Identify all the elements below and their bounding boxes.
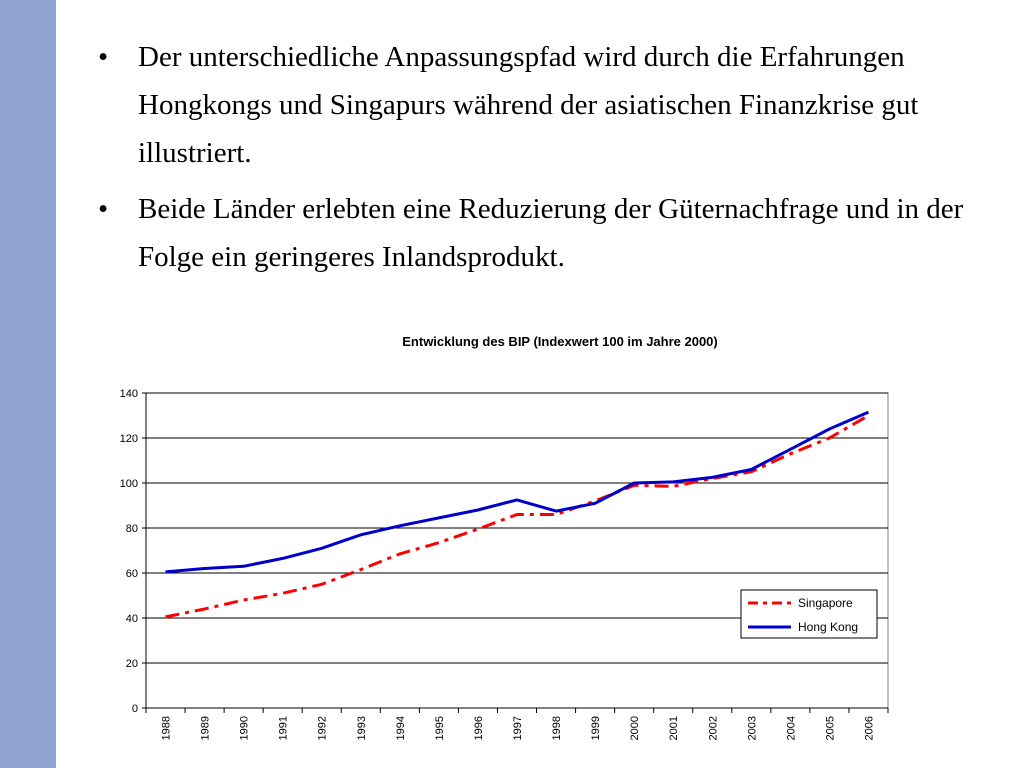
bullet-item: • Der unterschiedliche Anpassungspfad wi… <box>98 33 998 177</box>
x-tick-label: 1991 <box>278 716 290 740</box>
legend-label: Hong Kong <box>798 620 858 634</box>
bullet-symbol: • <box>98 193 109 225</box>
x-tick-label: 2001 <box>668 716 680 740</box>
bullet-symbol: • <box>98 41 109 73</box>
slide-side-band <box>0 0 56 768</box>
x-tick-label: 1995 <box>434 716 446 740</box>
y-tick-label: 40 <box>126 613 138 625</box>
bullet-list: • Der unterschiedliche Anpassungspfad wi… <box>98 33 998 281</box>
bullet-text: Beide Länder erlebten eine Reduzierung d… <box>138 193 964 273</box>
legend-box <box>740 589 878 639</box>
y-tick-label: 0 <box>132 703 138 715</box>
y-tick-label: 80 <box>126 523 138 535</box>
x-tick-label: 2005 <box>824 716 836 740</box>
y-tick-label: 120 <box>120 433 138 445</box>
x-tick-label: 2006 <box>863 716 875 740</box>
x-tick-label: 1992 <box>317 716 329 740</box>
x-tick-label: 2000 <box>629 716 641 740</box>
series-line-singapore <box>165 414 870 619</box>
y-tick-label: 140 <box>120 388 138 400</box>
bullet-text: Der unterschiedliche Anpassungspfad wird… <box>138 41 919 169</box>
plot-area <box>145 392 889 709</box>
x-tick-label: 1998 <box>551 716 563 740</box>
x-tick-label: 2002 <box>707 716 719 740</box>
series-line-hong-kong <box>165 410 870 574</box>
x-tick-label: 1989 <box>200 716 212 740</box>
x-tick-label: 1996 <box>473 716 485 740</box>
x-tick-label: 2003 <box>746 716 758 740</box>
x-tick-label: 1988 <box>161 716 173 740</box>
legend-label: Singapore <box>798 596 853 610</box>
x-tick-label: 2004 <box>785 716 797 740</box>
x-tick-label: 1999 <box>590 716 602 740</box>
x-tick-label: 1993 <box>356 716 368 740</box>
y-tick-label: 100 <box>120 478 138 490</box>
x-tick-label: 1990 <box>239 716 251 740</box>
chart-title: Entwicklung des BIP (Indexwert 100 im Ja… <box>402 334 718 349</box>
x-tick-label: 1994 <box>395 716 407 740</box>
y-tick-label: 60 <box>126 568 138 580</box>
bullet-item: • Beide Länder erlebten eine Reduzierung… <box>98 185 998 281</box>
x-tick-label: 1997 <box>512 716 524 740</box>
y-tick-label: 20 <box>126 658 138 670</box>
